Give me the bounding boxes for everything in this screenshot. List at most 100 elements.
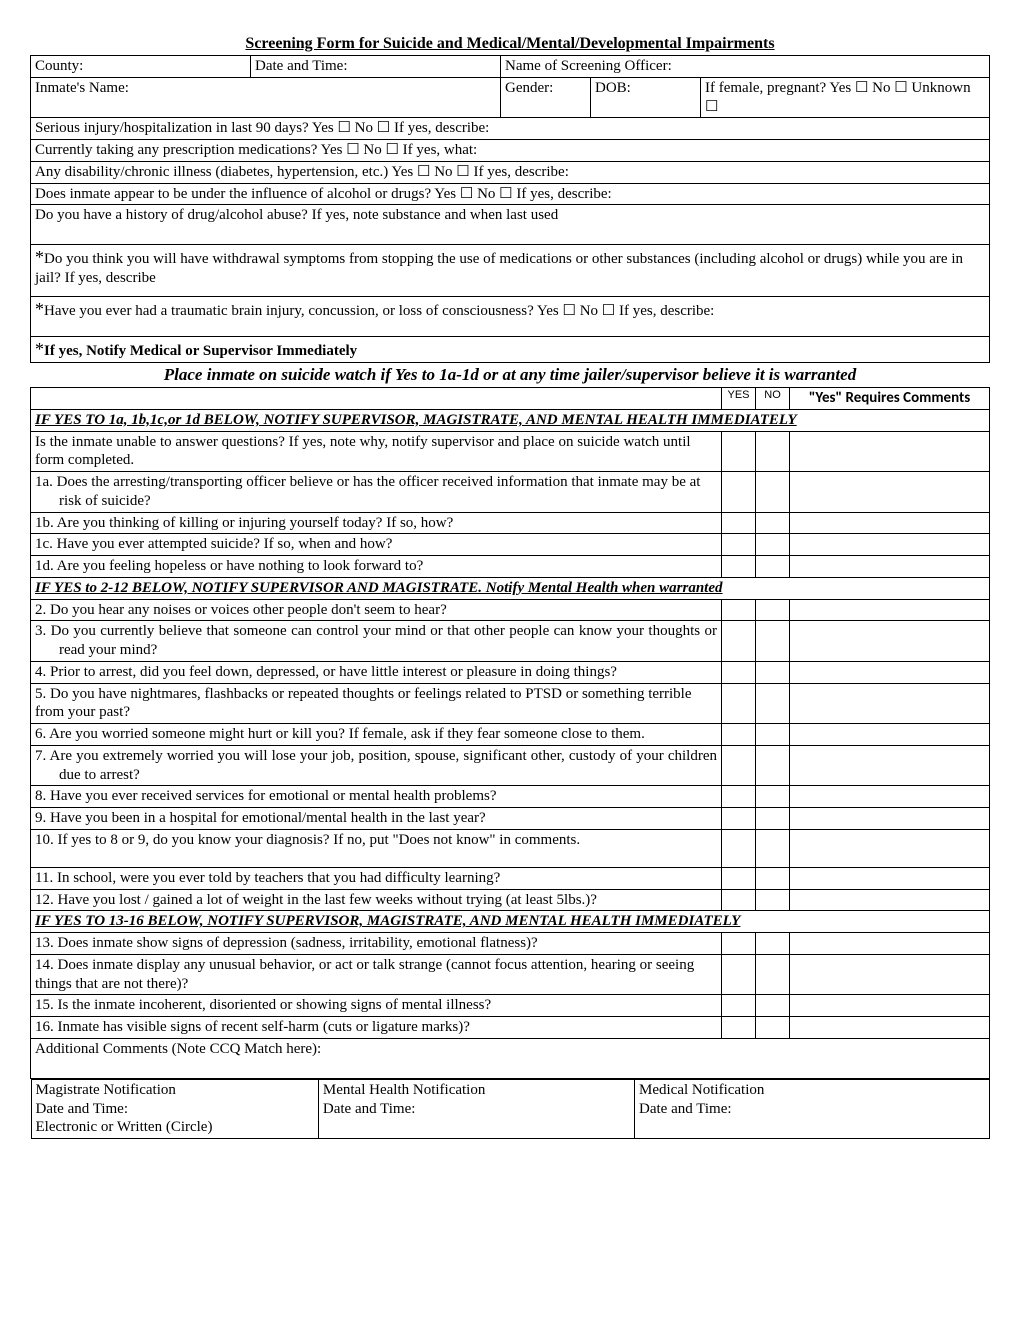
q-row: 9. Have you been in a hospital for emoti…: [31, 808, 990, 830]
no-cell[interactable]: [756, 995, 790, 1017]
comment-cell[interactable]: [790, 1017, 990, 1039]
no-header: NO: [756, 388, 790, 410]
comment-cell[interactable]: [790, 472, 990, 513]
comment-cell[interactable]: [790, 683, 990, 724]
q-row: 1d. Are you feeling hopeless or have not…: [31, 556, 990, 578]
yes-cell[interactable]: [722, 745, 756, 786]
q-row: 7. Are you extremely worried you will lo…: [31, 745, 990, 786]
yes-cell[interactable]: [722, 534, 756, 556]
comment-cell[interactable]: [790, 621, 990, 662]
q-1b: 1b. Are you thinking of killing or injur…: [31, 512, 722, 534]
screening-grid: YES NO "Yes" Requires Comments IF YES TO…: [30, 387, 990, 1139]
q-row: 1b. Are you thinking of killing or injur…: [31, 512, 990, 534]
comment-cell[interactable]: [790, 745, 990, 786]
med-q-meds[interactable]: Currently taking any prescription medica…: [31, 140, 990, 162]
comment-cell[interactable]: [790, 954, 990, 995]
yes-cell[interactable]: [722, 431, 756, 472]
q-row: 4. Prior to arrest, did you feel down, d…: [31, 661, 990, 683]
inmate-name-field[interactable]: Inmate's Name:: [31, 77, 501, 118]
no-cell[interactable]: [756, 954, 790, 995]
yes-cell[interactable]: [722, 786, 756, 808]
notify-medical-line: *If yes, Notify Medical or Supervisor Im…: [31, 337, 990, 363]
comment-cell[interactable]: [790, 534, 990, 556]
yes-cell[interactable]: [722, 512, 756, 534]
no-cell[interactable]: [756, 808, 790, 830]
no-cell[interactable]: [756, 661, 790, 683]
comment-cell[interactable]: [790, 599, 990, 621]
comment-cell[interactable]: [790, 995, 990, 1017]
q-6: 6. Are you worried someone might hurt or…: [31, 724, 722, 746]
no-cell[interactable]: [756, 889, 790, 911]
med-q-abuse-history[interactable]: Do you have a history of drug/alcohol ab…: [31, 205, 990, 245]
no-cell[interactable]: [756, 472, 790, 513]
comment-cell[interactable]: [790, 808, 990, 830]
yes-cell[interactable]: [722, 472, 756, 513]
yes-cell[interactable]: [722, 724, 756, 746]
no-cell[interactable]: [756, 534, 790, 556]
comment-cell[interactable]: [790, 933, 990, 955]
q-5: 5. Do you have nightmares, flashbacks or…: [31, 683, 722, 724]
q-10: 10. If yes to 8 or 9, do you know your d…: [31, 829, 722, 867]
comment-cell[interactable]: [790, 829, 990, 867]
med-q-tbi[interactable]: *Have you ever had a traumatic brain inj…: [31, 297, 990, 337]
medical-notification[interactable]: Medical Notification Date and Time:: [635, 1079, 989, 1138]
q-row: 10. If yes to 8 or 9, do you know your d…: [31, 829, 990, 867]
no-cell[interactable]: [756, 1017, 790, 1039]
yes-cell[interactable]: [722, 683, 756, 724]
q-row: 14. Does inmate display any unusual beha…: [31, 954, 990, 995]
dob-field[interactable]: DOB:: [591, 77, 701, 118]
no-cell[interactable]: [756, 556, 790, 578]
section-3-header: IF YES TO 13-16 BELOW, NOTIFY SUPERVISOR…: [31, 911, 990, 933]
yes-cell[interactable]: [722, 599, 756, 621]
no-cell[interactable]: [756, 724, 790, 746]
q-row: 16. Inmate has visible signs of recent s…: [31, 1017, 990, 1039]
no-cell[interactable]: [756, 431, 790, 472]
gender-field[interactable]: Gender:: [501, 77, 591, 118]
comment-cell[interactable]: [790, 786, 990, 808]
no-cell[interactable]: [756, 621, 790, 662]
yes-cell[interactable]: [722, 995, 756, 1017]
yes-cell[interactable]: [722, 556, 756, 578]
datetime-field[interactable]: Date and Time:: [251, 56, 501, 78]
county-field[interactable]: County:: [31, 56, 251, 78]
q-row: 15. Is the inmate incoherent, disoriente…: [31, 995, 990, 1017]
no-cell[interactable]: [756, 599, 790, 621]
yes-cell[interactable]: [722, 829, 756, 867]
mental-health-notification[interactable]: Mental Health Notification Date and Time…: [318, 1079, 634, 1138]
no-cell[interactable]: [756, 745, 790, 786]
magistrate-notification[interactable]: Magistrate Notification Date and Time: E…: [31, 1079, 318, 1138]
yes-cell[interactable]: [722, 808, 756, 830]
additional-comments[interactable]: Additional Comments (Note CCQ Match here…: [31, 1038, 990, 1078]
q-11: 11. In school, were you ever told by tea…: [31, 867, 722, 889]
comment-cell[interactable]: [790, 512, 990, 534]
q-row: 11. In school, were you ever told by tea…: [31, 867, 990, 889]
no-cell[interactable]: [756, 512, 790, 534]
yes-cell[interactable]: [722, 954, 756, 995]
comment-cell[interactable]: [790, 556, 990, 578]
yes-cell[interactable]: [722, 933, 756, 955]
no-cell[interactable]: [756, 683, 790, 724]
comment-cell[interactable]: [790, 724, 990, 746]
q-row: 5. Do you have nightmares, flashbacks or…: [31, 683, 990, 724]
comment-cell[interactable]: [790, 867, 990, 889]
pregnant-field[interactable]: If female, pregnant? Yes ☐ No ☐ Unknown …: [701, 77, 990, 118]
comment-cell[interactable]: [790, 661, 990, 683]
yes-cell[interactable]: [722, 889, 756, 911]
yes-cell[interactable]: [722, 1017, 756, 1039]
med-q-withdrawal[interactable]: *Do you think you will have withdrawal s…: [31, 245, 990, 297]
yes-cell[interactable]: [722, 621, 756, 662]
comment-cell[interactable]: [790, 889, 990, 911]
yes-cell[interactable]: [722, 867, 756, 889]
no-cell[interactable]: [756, 786, 790, 808]
med-q-disability[interactable]: Any disability/chronic illness (diabetes…: [31, 161, 990, 183]
yes-cell[interactable]: [722, 661, 756, 683]
form-title: Screening Form for Suicide and Medical/M…: [30, 35, 990, 53]
officer-field[interactable]: Name of Screening Officer:: [501, 56, 990, 78]
q-4: 4. Prior to arrest, did you feel down, d…: [31, 661, 722, 683]
no-cell[interactable]: [756, 867, 790, 889]
no-cell[interactable]: [756, 933, 790, 955]
comment-cell[interactable]: [790, 431, 990, 472]
med-q-influence[interactable]: Does inmate appear to be under the influ…: [31, 183, 990, 205]
no-cell[interactable]: [756, 829, 790, 867]
med-q-injury[interactable]: Serious injury/hospitalization in last 9…: [31, 118, 990, 139]
